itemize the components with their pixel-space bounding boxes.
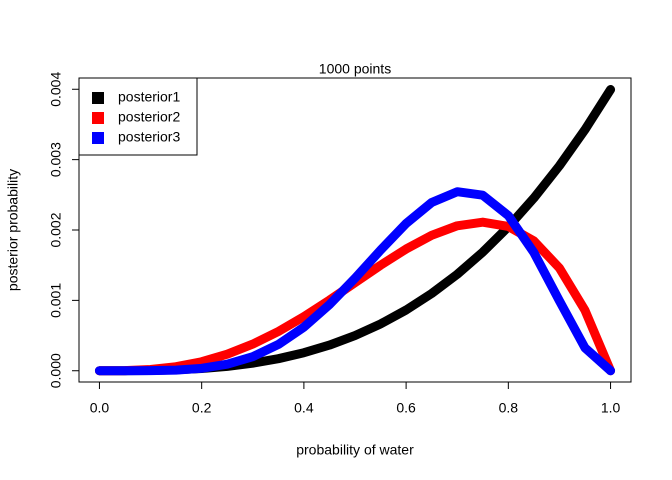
x-tick-label: 0.8: [499, 400, 519, 416]
x-tick-label: 1.0: [601, 400, 621, 416]
legend-swatch: [92, 92, 104, 104]
legend-swatch: [92, 112, 104, 124]
series-line: [94, 187, 616, 376]
y-tick-label: 0.003: [48, 142, 64, 177]
y-tick-label: 0.004: [48, 72, 64, 107]
x-tick-label: 0.6: [396, 400, 416, 416]
y-tick-label: 0.002: [48, 212, 64, 247]
x-tick-label: 0.2: [192, 400, 212, 416]
x-axis-label: probability of water: [296, 442, 414, 458]
chart-title: 1000 points: [319, 61, 391, 77]
y-axis-label: posterior probability: [5, 169, 21, 291]
y-tick-label: 0.000: [48, 353, 64, 388]
legend-label: posterior3: [118, 129, 180, 145]
legend-swatch: [92, 132, 104, 144]
x-tick-label: 0.0: [90, 400, 110, 416]
legend-label: posterior1: [118, 89, 180, 105]
series-line: [94, 217, 616, 376]
legend-label: posterior2: [118, 109, 180, 125]
y-tick-label: 0.001: [48, 283, 64, 318]
x-tick-label: 0.4: [294, 400, 314, 416]
